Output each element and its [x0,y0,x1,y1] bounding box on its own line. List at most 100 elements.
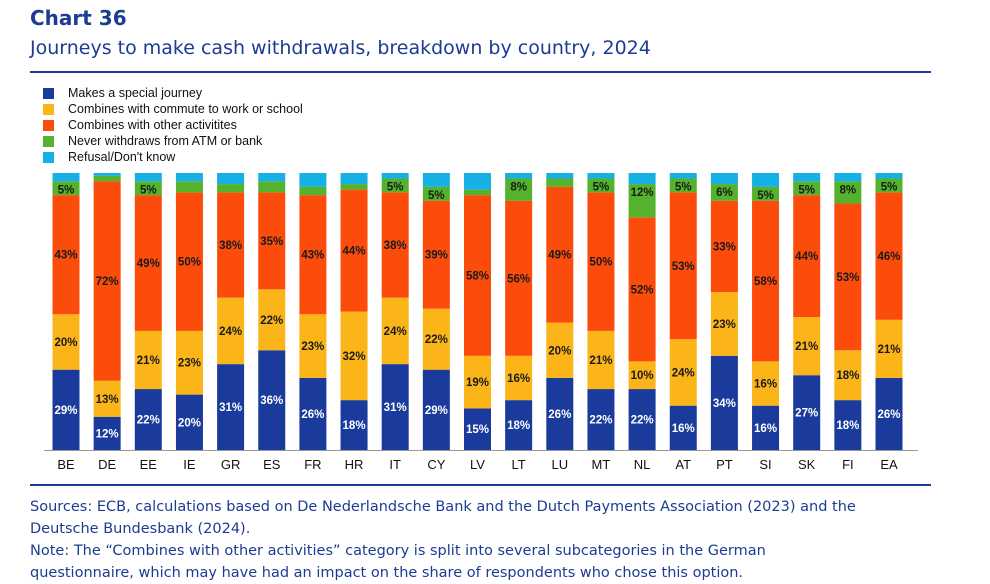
data-label: 21% [137,355,160,367]
x-tick-label: FR [304,457,321,472]
data-label: 26% [548,409,571,421]
data-label: 46% [877,251,900,263]
data-label: 22% [137,415,160,427]
stacked-bar-chart: 29%20%43%5%BE12%13%72%DE22%21%49%5%EE20%… [0,0,990,480]
data-label: 5% [881,182,898,194]
x-tick-label: MT [592,457,611,472]
x-tick-label: CY [427,457,445,472]
data-label: 23% [301,341,324,353]
data-label: 53% [836,272,859,284]
sources-line-2: Deutsche Bundesbank (2024). [30,519,950,541]
x-tick-label: AT [675,457,691,472]
note-line-2: questionnaire, which may have had an imp… [30,563,950,584]
data-label: 5% [140,184,157,196]
bar-segment-AT-s4 [670,173,697,179]
data-label: 18% [343,420,366,432]
bar-segment-EA-s4 [876,173,903,179]
bar-segment-LV-s3 [464,190,491,196]
data-label: 21% [877,344,900,356]
x-tick-label: NL [634,457,651,472]
data-label: 13% [96,394,119,406]
data-label: 58% [466,270,489,282]
bar-segment-FR-s3 [299,187,326,195]
data-label: 20% [548,345,571,357]
data-label: 31% [219,402,242,414]
data-label: 5% [593,182,610,194]
data-label: 52% [631,284,654,296]
data-label: 18% [836,420,859,432]
x-tick-label: SK [798,457,816,472]
bar-segment-LU-s4 [546,173,573,179]
bar-segment-ES-s4 [258,173,285,181]
bar-segment-HR-s3 [341,184,368,190]
data-label: 5% [428,190,445,202]
data-label: 10% [631,370,654,382]
data-label: 5% [798,184,815,196]
data-label: 22% [425,334,448,346]
x-tick-label: PT [716,457,733,472]
data-label: 39% [425,250,448,262]
data-label: 22% [260,315,283,327]
x-tick-label: SI [759,457,771,472]
data-label: 29% [54,405,77,417]
footer-divider [30,484,931,486]
data-label: 49% [548,250,571,262]
data-label: 20% [178,417,201,429]
x-tick-label: LV [470,457,485,472]
data-label: 20% [54,337,77,349]
data-label: 22% [589,415,612,427]
bar-segment-IE-s3 [176,181,203,192]
x-tick-label: ES [263,457,281,472]
sources-line-1: Sources: ECB, calculations based on De N… [30,497,950,519]
data-label: 44% [795,251,818,263]
x-tick-label: EE [140,457,158,472]
x-tick-label: LU [551,457,568,472]
data-label: 6% [716,187,733,199]
bar-segment-DE-s3 [94,176,121,182]
data-label: 21% [589,355,612,367]
data-label: 23% [178,358,201,370]
data-label: 22% [631,415,654,427]
bar-segment-HR-s4 [341,173,368,184]
data-label: 27% [795,408,818,420]
bar-segment-PT-s4 [711,173,738,184]
data-label: 18% [836,370,859,382]
sources-text: Sources: ECB, calculations based on De N… [30,497,950,540]
data-label: 5% [387,182,404,194]
bar-segment-EE-s4 [135,173,162,181]
bar-segment-LV-s4 [464,173,491,190]
data-label: 26% [877,409,900,421]
data-label: 43% [301,250,324,262]
data-label: 49% [137,258,160,270]
x-tick-label: DE [98,457,116,472]
data-label: 35% [260,236,283,248]
data-label: 23% [713,319,736,331]
data-label: 24% [219,326,242,338]
bar-segment-IT-s4 [382,173,409,179]
data-label: 50% [589,257,612,269]
data-label: 15% [466,424,489,436]
x-tick-label: LT [512,457,526,472]
data-label: 12% [631,187,654,199]
data-label: 24% [384,326,407,338]
data-label: 5% [58,184,75,196]
bar-segment-IE-s4 [176,173,203,181]
bar-segment-LT-s4 [505,173,532,179]
x-tick-label: IT [389,457,401,472]
bar-segment-SK-s4 [793,173,820,181]
data-label: 19% [466,377,489,389]
data-label: 18% [507,420,530,432]
data-label: 31% [384,402,407,414]
data-label: 12% [96,428,119,440]
bar-segment-FR-s4 [299,173,326,187]
bar-segment-DE-s4 [94,173,121,176]
data-label: 16% [507,373,530,385]
data-label: 36% [260,395,283,407]
data-label: 38% [384,240,407,252]
data-label: 24% [672,367,695,379]
bar-segment-FI-s4 [834,173,861,181]
bar-segment-MT-s4 [587,173,614,179]
bar-segment-SI-s4 [752,173,779,187]
data-label: 58% [754,276,777,288]
bar-segment-GR-s4 [217,173,244,184]
